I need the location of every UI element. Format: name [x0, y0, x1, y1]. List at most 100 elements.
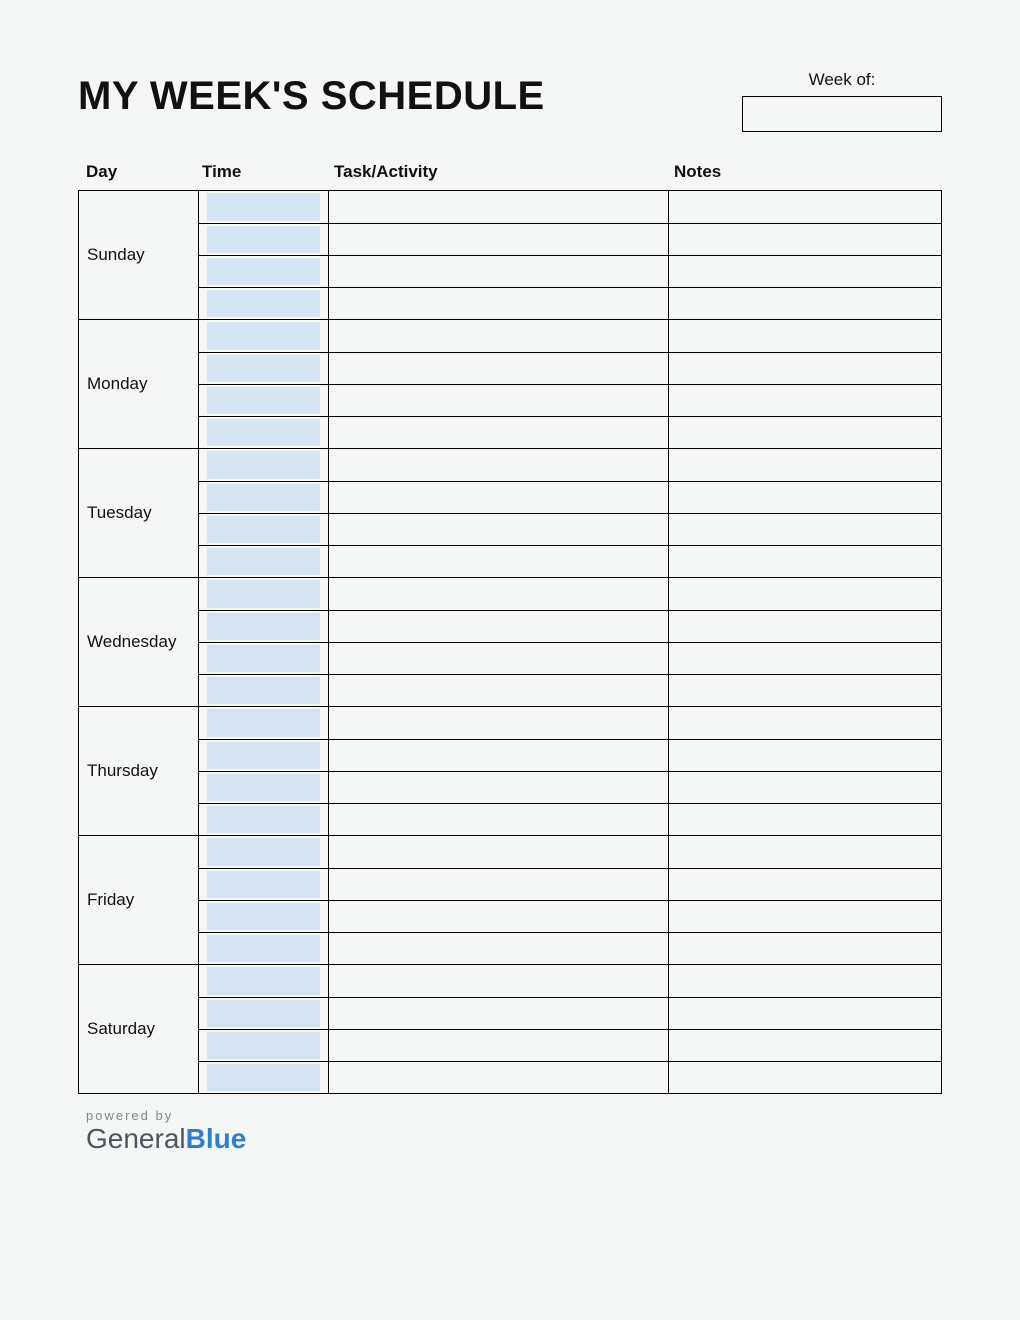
time-cell[interactable]	[199, 353, 329, 384]
task-cell[interactable]	[329, 288, 669, 319]
task-cell[interactable]	[329, 482, 669, 513]
day-block: Thursday	[79, 706, 941, 835]
table-row	[199, 223, 941, 255]
time-cell[interactable]	[199, 675, 329, 706]
time-cell[interactable]	[199, 804, 329, 835]
notes-cell[interactable]	[669, 1062, 865, 1093]
time-cell[interactable]	[199, 772, 329, 803]
time-cell[interactable]	[199, 256, 329, 287]
notes-cell[interactable]	[669, 353, 865, 384]
notes-cell[interactable]	[669, 578, 865, 610]
time-cell[interactable]	[199, 933, 329, 964]
notes-cell[interactable]	[669, 514, 865, 545]
task-cell[interactable]	[329, 772, 669, 803]
notes-cell[interactable]	[669, 224, 865, 255]
time-cell[interactable]	[199, 611, 329, 642]
time-cell[interactable]	[199, 224, 329, 255]
notes-cell[interactable]	[669, 191, 865, 223]
notes-cell[interactable]	[669, 804, 865, 835]
notes-cell[interactable]	[669, 869, 865, 900]
task-cell[interactable]	[329, 578, 669, 610]
time-cell[interactable]	[199, 643, 329, 674]
task-cell[interactable]	[329, 675, 669, 706]
time-cell[interactable]	[199, 191, 329, 223]
time-cell[interactable]	[199, 707, 329, 739]
task-cell[interactable]	[329, 256, 669, 287]
time-cell[interactable]	[199, 998, 329, 1029]
time-value	[207, 742, 320, 769]
time-value	[207, 774, 320, 801]
notes-cell[interactable]	[669, 320, 865, 352]
notes-cell[interactable]	[669, 836, 865, 868]
notes-cell[interactable]	[669, 772, 865, 803]
day-label: Friday	[79, 836, 199, 964]
task-cell[interactable]	[329, 546, 669, 577]
time-cell[interactable]	[199, 965, 329, 997]
notes-cell[interactable]	[669, 482, 865, 513]
task-cell[interactable]	[329, 804, 669, 835]
task-cell[interactable]	[329, 514, 669, 545]
notes-cell[interactable]	[669, 449, 865, 481]
task-cell[interactable]	[329, 998, 669, 1029]
notes-cell[interactable]	[669, 998, 865, 1029]
notes-cell[interactable]	[669, 740, 865, 771]
notes-cell[interactable]	[669, 675, 865, 706]
time-cell[interactable]	[199, 1062, 329, 1093]
time-cell[interactable]	[199, 546, 329, 577]
time-cell[interactable]	[199, 578, 329, 610]
time-cell[interactable]	[199, 740, 329, 771]
time-value	[207, 613, 320, 640]
task-cell[interactable]	[329, 385, 669, 416]
time-value	[207, 484, 320, 511]
task-cell[interactable]	[329, 1030, 669, 1061]
time-cell[interactable]	[199, 288, 329, 319]
notes-cell[interactable]	[669, 611, 865, 642]
task-cell[interactable]	[329, 320, 669, 352]
notes-cell[interactable]	[669, 933, 865, 964]
time-cell[interactable]	[199, 836, 329, 868]
day-block: Friday	[79, 835, 941, 964]
task-cell[interactable]	[329, 1062, 669, 1093]
notes-cell[interactable]	[669, 965, 865, 997]
time-cell[interactable]	[199, 385, 329, 416]
task-cell[interactable]	[329, 901, 669, 932]
notes-cell[interactable]	[669, 707, 865, 739]
time-cell[interactable]	[199, 1030, 329, 1061]
notes-cell[interactable]	[669, 256, 865, 287]
time-cell[interactable]	[199, 869, 329, 900]
time-value	[207, 419, 320, 446]
notes-cell[interactable]	[669, 385, 865, 416]
task-cell[interactable]	[329, 224, 669, 255]
time-value	[207, 903, 320, 930]
notes-cell[interactable]	[669, 288, 865, 319]
page-title: MY WEEK'S SCHEDULE	[78, 76, 545, 116]
notes-cell[interactable]	[669, 546, 865, 577]
task-cell[interactable]	[329, 869, 669, 900]
task-cell[interactable]	[329, 611, 669, 642]
notes-cell[interactable]	[669, 1030, 865, 1061]
time-cell[interactable]	[199, 417, 329, 448]
time-cell[interactable]	[199, 514, 329, 545]
task-cell[interactable]	[329, 417, 669, 448]
table-row	[199, 384, 941, 416]
task-cell[interactable]	[329, 707, 669, 739]
time-cell[interactable]	[199, 449, 329, 481]
task-cell[interactable]	[329, 353, 669, 384]
table-header: Day Time Task/Activity Notes	[78, 162, 942, 190]
task-cell[interactable]	[329, 836, 669, 868]
notes-cell[interactable]	[669, 643, 865, 674]
day-label: Monday	[79, 320, 199, 448]
time-cell[interactable]	[199, 320, 329, 352]
task-cell[interactable]	[329, 643, 669, 674]
task-cell[interactable]	[329, 740, 669, 771]
notes-cell[interactable]	[669, 901, 865, 932]
table-row	[199, 642, 941, 674]
task-cell[interactable]	[329, 933, 669, 964]
task-cell[interactable]	[329, 191, 669, 223]
task-cell[interactable]	[329, 449, 669, 481]
time-cell[interactable]	[199, 482, 329, 513]
week-of-input[interactable]	[742, 96, 942, 132]
notes-cell[interactable]	[669, 417, 865, 448]
task-cell[interactable]	[329, 965, 669, 997]
time-cell[interactable]	[199, 901, 329, 932]
